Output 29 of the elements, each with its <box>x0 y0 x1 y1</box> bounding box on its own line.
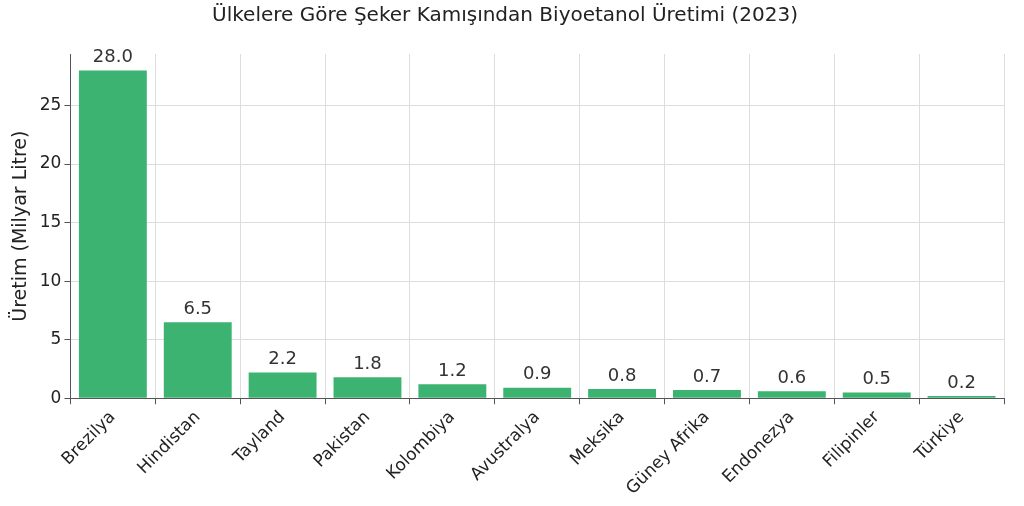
bar <box>588 388 657 398</box>
bar <box>757 391 826 398</box>
y-tick-label: 20 <box>39 152 62 173</box>
bar <box>78 70 147 398</box>
data-label: 1.2 <box>438 358 467 380</box>
data-label: 2.2 <box>268 347 297 369</box>
data-label: 0.9 <box>522 362 552 384</box>
y-axis-title: Üretim (Milyar Litre) <box>8 130 31 322</box>
data-label: 0.2 <box>947 370 976 392</box>
y-tick-label: 25 <box>39 93 62 114</box>
bar <box>673 390 741 398</box>
bar <box>333 377 402 398</box>
bar <box>503 387 572 398</box>
y-tick-label: 10 <box>39 269 62 290</box>
y-tick-label: 15 <box>39 211 62 232</box>
data-label: 0.8 <box>607 363 637 385</box>
data-label: 6.5 <box>183 296 213 318</box>
bar <box>248 372 317 398</box>
data-label: 0.7 <box>692 364 722 386</box>
chart-title: Ülkelere Göre Şeker Kamışından Biyoetanol Üretimi (2023) <box>212 2 798 27</box>
bar <box>418 384 487 398</box>
data-label: 0.6 <box>777 365 807 387</box>
y-tick-label: 5 <box>50 328 62 349</box>
data-label: 28.0 <box>92 45 133 67</box>
bar <box>163 322 232 398</box>
y-tick-label: 0 <box>50 386 62 407</box>
data-label: 0.5 <box>862 367 892 389</box>
bar <box>842 392 911 398</box>
data-label: 1.8 <box>353 351 382 373</box>
